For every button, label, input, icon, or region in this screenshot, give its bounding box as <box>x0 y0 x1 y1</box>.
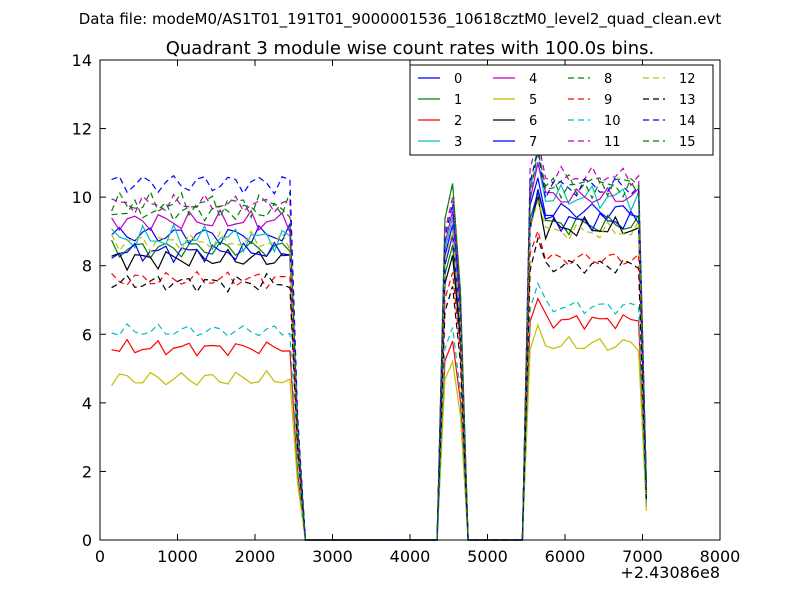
legend-label-7: 7 <box>529 135 537 150</box>
series-line-14 <box>111 151 647 541</box>
legend-label-5: 5 <box>529 93 537 108</box>
legend-frame <box>409 64 714 156</box>
series-line-4 <box>111 162 647 541</box>
legend-label-10: 10 <box>604 114 621 129</box>
y-tick-label: 14 <box>72 51 92 70</box>
x-tick-label: 5000 <box>467 547 508 566</box>
series-line-12 <box>111 198 647 541</box>
series-line-2 <box>111 297 647 541</box>
series-line-5 <box>111 323 647 541</box>
legend-label-11: 11 <box>604 135 621 150</box>
y-tick-label: 12 <box>72 120 92 139</box>
x-axis-ticks: 0 1000 2000 3000 4000 5000 6000 7000 8000 <box>95 60 740 566</box>
legend-label-3: 3 <box>454 135 462 150</box>
y-tick-label: 4 <box>82 394 92 413</box>
y-tick-label: 10 <box>72 188 92 207</box>
x-axis-offset-label: +2.43086e8 <box>620 563 720 582</box>
legend-label-0: 0 <box>454 72 462 87</box>
x-tick-label: 6000 <box>545 547 586 566</box>
legend-label-9: 9 <box>604 93 612 108</box>
x-tick-label: 7000 <box>622 547 663 566</box>
x-tick-label: 2000 <box>235 547 276 566</box>
chart-title: Quadrant 3 module wise count rates with … <box>166 38 655 59</box>
legend-label-1: 1 <box>454 93 462 108</box>
figure-supertitle: Data file: modeM0/AS1T01_191T01_90000015… <box>79 10 722 29</box>
y-tick-label: 2 <box>82 462 92 481</box>
legend-label-6: 6 <box>529 114 537 129</box>
legend-label-12: 12 <box>679 72 696 87</box>
series-line-13 <box>111 236 647 541</box>
x-tick-label: 8000 <box>700 547 741 566</box>
legend-label-13: 13 <box>679 93 696 108</box>
series-line-8 <box>111 147 647 541</box>
legend-label-2: 2 <box>454 114 462 129</box>
y-tick-label: 8 <box>82 257 92 276</box>
legend-label-4: 4 <box>529 72 537 87</box>
series-line-10 <box>111 281 647 541</box>
series-line-9 <box>111 228 647 541</box>
x-tick-label: 4000 <box>390 547 431 566</box>
series-line-15 <box>111 151 647 541</box>
y-tick-label: 0 <box>82 531 92 550</box>
plot-lines <box>111 140 647 541</box>
legend-label-14: 14 <box>679 114 696 129</box>
x-tick-label: 1000 <box>157 547 198 566</box>
x-tick-label: 0 <box>95 547 105 566</box>
x-tick-label: 3000 <box>312 547 353 566</box>
legend-label-8: 8 <box>604 72 612 87</box>
legend-label-15: 15 <box>679 135 696 150</box>
y-tick-label: 6 <box>82 325 92 344</box>
